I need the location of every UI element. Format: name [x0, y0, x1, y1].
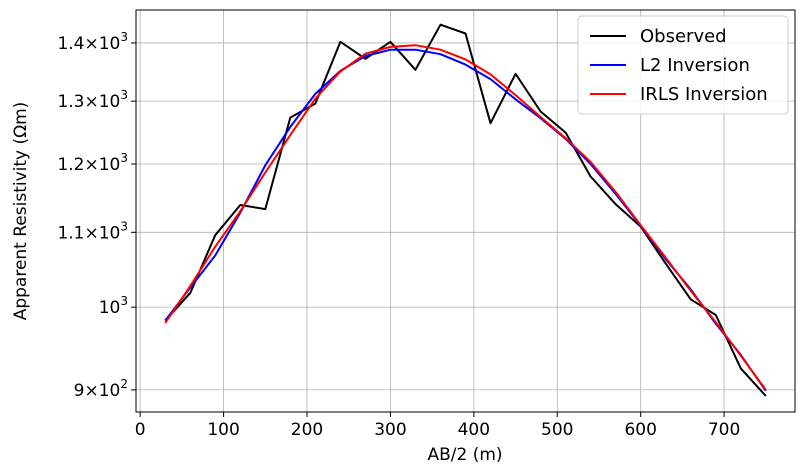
y-axis-label: Apparent Resistivity (Ωm): [11, 102, 31, 321]
x-axis-label: AB/2 (m): [427, 445, 502, 465]
x-tick-label: 0: [135, 420, 146, 440]
x-tick-label: 200: [291, 420, 323, 440]
legend: Observed L2 Inversion IRLS Inversion: [577, 15, 789, 115]
y-tick-label: 1.1×103: [57, 219, 128, 243]
series-line-0: [164, 23, 767, 397]
x-tick-label: 700: [708, 420, 740, 440]
y-tick-label: 9×102: [74, 377, 128, 401]
x-tick-label: 400: [458, 420, 490, 440]
y-tick-label: 1.3×103: [57, 88, 128, 112]
y-axis-ticks: 9×102 103 1.1×103 1.2×103 1.3×103 1.4×103: [57, 30, 136, 401]
x-axis-ticks: 0 100 200 300 400 500 600 700: [135, 412, 740, 440]
legend-label-1: L2 Inversion: [640, 55, 750, 76]
legend-label-0: Observed: [640, 26, 727, 47]
y-tick-label: 1.2×103: [57, 151, 128, 175]
y-tick-label: 103: [99, 294, 128, 318]
x-tick-label: 600: [624, 420, 656, 440]
x-tick-label: 500: [541, 420, 573, 440]
x-tick-label: 300: [374, 420, 406, 440]
plot-frame: [135, 9, 796, 413]
legend-label-2: IRLS Inversion: [640, 84, 768, 105]
x-tick-label: 100: [207, 420, 239, 440]
y-tick-label: 1.4×103: [57, 30, 128, 54]
series-line-2: [164, 44, 767, 391]
series-layer: [164, 23, 767, 397]
legend-box: [577, 15, 789, 115]
